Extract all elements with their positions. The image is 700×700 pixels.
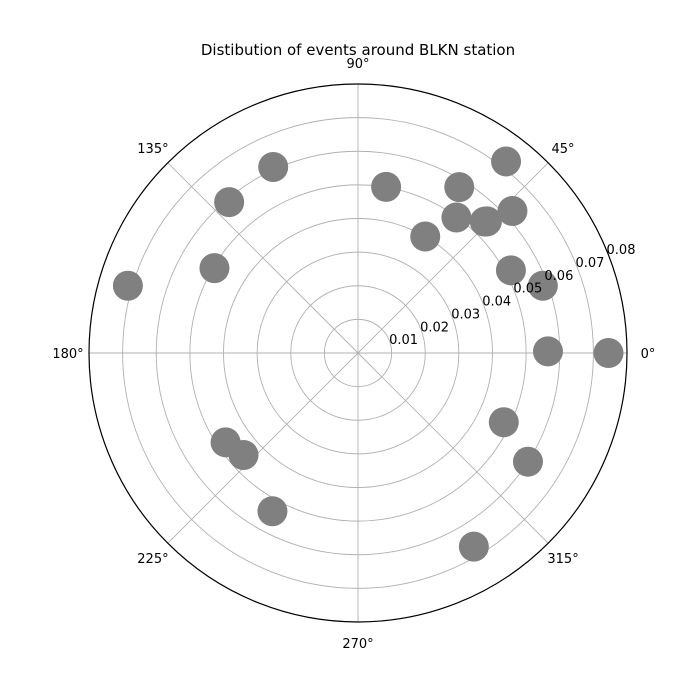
- data-point: [458, 531, 489, 562]
- angular-tick-label: 90°: [346, 57, 369, 72]
- data-point: [371, 171, 402, 202]
- data-point: [495, 255, 526, 286]
- radial-tick-label: 0.01: [389, 333, 418, 348]
- angular-tick-label: 225°: [137, 552, 168, 567]
- angular-tick-labels: 0° 45° 90° 135° 180° 225° 270° 315°: [52, 57, 655, 652]
- angular-gridline: [167, 162, 359, 354]
- radial-tick-label: 0.06: [544, 269, 573, 284]
- data-point: [410, 221, 441, 252]
- radial-tick-label: 0.02: [420, 320, 449, 335]
- angular-tick-label: 180°: [52, 347, 83, 362]
- data-point: [112, 270, 143, 301]
- radial-tick-label: 0.05: [513, 282, 542, 297]
- radial-tick-label: 0.07: [575, 256, 604, 271]
- angular-tick-label: 315°: [547, 552, 578, 567]
- data-point: [532, 336, 563, 367]
- data-point: [497, 195, 528, 226]
- chart-title: Distibution of events around BLKN statio…: [201, 41, 515, 59]
- radial-tick-label: 0.04: [482, 295, 511, 310]
- angular-gridline: [167, 352, 359, 544]
- angular-tick-label: 270°: [342, 637, 373, 652]
- angular-tick-label: 0°: [641, 347, 656, 362]
- data-point: [488, 407, 519, 438]
- radial-tick-label: 0.08: [607, 243, 636, 258]
- data-point: [214, 187, 245, 218]
- radial-tick-label: 0.03: [451, 307, 480, 322]
- angular-tick-label: 135°: [137, 142, 168, 157]
- data-point: [199, 253, 230, 284]
- angular-gridline: [357, 352, 549, 544]
- data-points: [112, 146, 624, 562]
- radial-tick-labels: 0.010.020.030.040.050.060.070.08: [389, 243, 635, 348]
- data-point: [593, 338, 624, 368]
- angular-tick-label: 45°: [552, 142, 575, 157]
- data-point: [441, 202, 472, 233]
- data-point: [527, 270, 558, 301]
- polar-frame: [88, 83, 628, 623]
- data-point: [512, 446, 543, 477]
- polar-grid: [89, 84, 627, 622]
- data-point: [228, 439, 259, 470]
- angular-gridline: [357, 162, 549, 354]
- data-point: [469, 206, 500, 237]
- data-point: [444, 172, 475, 203]
- data-point: [491, 146, 522, 177]
- data-point: [258, 151, 289, 182]
- data-point: [257, 496, 288, 527]
